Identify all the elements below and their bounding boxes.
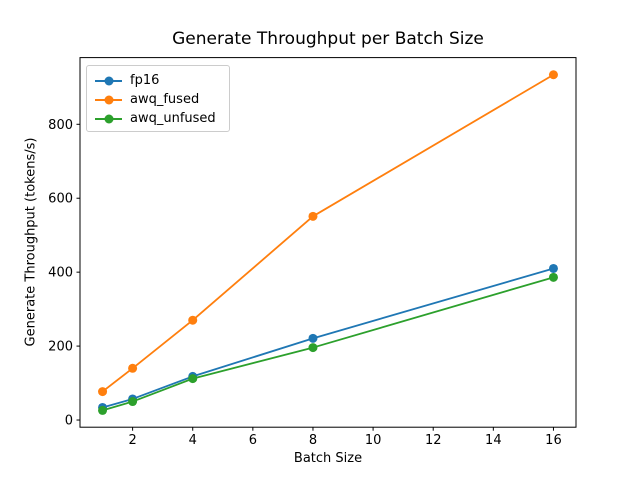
data-point-fp16 bbox=[548, 263, 558, 273]
x-tick-label: 12 bbox=[425, 433, 442, 448]
data-point-awq_fused bbox=[98, 387, 108, 397]
data-point-awq_fused bbox=[308, 211, 318, 221]
x-tick-label: 16 bbox=[545, 433, 562, 448]
x-tick-label: 8 bbox=[309, 433, 317, 448]
y-tick-label: 0 bbox=[65, 414, 73, 429]
y-tick-label: 800 bbox=[48, 118, 73, 133]
data-point-awq_fused bbox=[188, 315, 198, 325]
legend-label: awq_fused bbox=[130, 92, 200, 107]
y-axis-label: Generate Throughput (tokens/s) bbox=[23, 137, 39, 347]
series-line-awq_unfused bbox=[101, 276, 555, 412]
legend-line-marker-sample bbox=[95, 95, 122, 105]
data-point-awq_unfused bbox=[188, 374, 198, 384]
legend-label: fp16 bbox=[130, 73, 160, 88]
data-point-fp16 bbox=[308, 333, 318, 343]
legend: fp16 awq_fused awq_unfused bbox=[86, 65, 230, 132]
data-point-awq_unfused bbox=[98, 405, 108, 415]
legend-line-marker-sample bbox=[95, 76, 122, 86]
legend-entry-fp16: fp16 bbox=[95, 71, 221, 90]
legend-entry-awq-fused: awq_fused bbox=[95, 90, 221, 109]
chart-title: Generate Throughput per Batch Size bbox=[172, 29, 484, 49]
x-tick-label: 10 bbox=[365, 433, 382, 448]
legend-line-marker-sample bbox=[95, 114, 122, 124]
data-point-awq_fused bbox=[548, 70, 558, 80]
data-point-awq_unfused bbox=[548, 272, 558, 282]
data-point-awq_fused bbox=[128, 363, 138, 373]
legend-entry-awq-unfused: awq_unfused bbox=[95, 109, 221, 128]
x-tick-label: 2 bbox=[128, 433, 136, 448]
y-tick-label: 200 bbox=[48, 340, 73, 355]
x-tick-label: 6 bbox=[249, 433, 257, 448]
axes-frame bbox=[79, 57, 577, 428]
x-axis-label: Batch Size bbox=[293, 451, 363, 466]
x-tick-label: 4 bbox=[189, 433, 197, 448]
y-tick-label: 400 bbox=[48, 266, 73, 281]
x-tick-label: 14 bbox=[485, 433, 502, 448]
legend-label: awq_unfused bbox=[130, 111, 216, 126]
y-tick-label: 600 bbox=[48, 192, 73, 207]
data-point-awq_unfused bbox=[128, 397, 138, 407]
data-point-awq_unfused bbox=[308, 343, 318, 353]
